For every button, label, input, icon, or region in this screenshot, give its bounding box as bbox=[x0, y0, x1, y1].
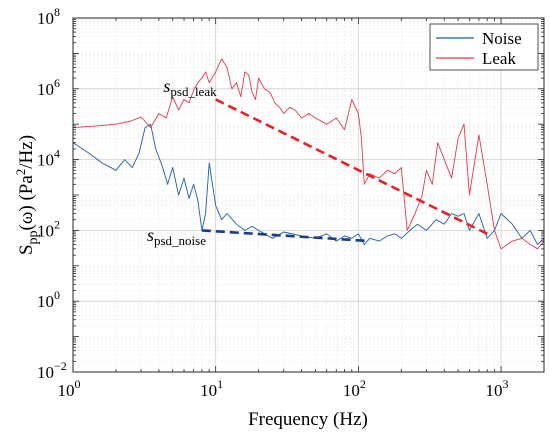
x-tick-label: 103 bbox=[486, 377, 509, 400]
y-axis-title: Spp(ω) (Pa2/Hz) bbox=[13, 135, 41, 255]
trend-layer bbox=[201, 98, 488, 243]
x-tick-label: 102 bbox=[343, 377, 366, 400]
y-axis-title-mid: (ω) (Pa bbox=[16, 175, 37, 231]
x-axis-title: Frequency (Hz) bbox=[248, 409, 368, 430]
y-axis-title-end: /Hz) bbox=[16, 135, 37, 169]
y-tick-label: 108 bbox=[37, 5, 60, 28]
annotation-s-psd-noise: spsd_noise bbox=[147, 225, 206, 248]
annotation-s-psd-leak: spsd_leak bbox=[163, 76, 217, 99]
series-line-leak bbox=[72, 58, 545, 250]
annotation-layer: spsd_leak spsd_noise bbox=[147, 76, 217, 248]
y-axis-title-sub: pp bbox=[26, 230, 41, 244]
y-tick-label: 10−2 bbox=[37, 359, 67, 382]
y-tick-label: 102 bbox=[37, 217, 60, 240]
legend-box bbox=[429, 23, 539, 71]
y-tick-label: 104 bbox=[37, 147, 60, 170]
y-axis-title-main: S bbox=[16, 244, 37, 255]
x-tick-label: 100 bbox=[58, 377, 81, 400]
y-tick-label: 106 bbox=[37, 76, 60, 99]
x-tick-label: 101 bbox=[200, 377, 223, 400]
legend-label-noise: Noise bbox=[482, 29, 522, 48]
y-axis-title-sup: 2 bbox=[13, 169, 28, 176]
trend-line-s-psd-leak bbox=[215, 98, 488, 235]
y-tick-label: 100 bbox=[37, 288, 60, 311]
trend-line-s-psd-noise bbox=[201, 229, 370, 243]
legend-label-leak: Leak bbox=[482, 49, 516, 68]
